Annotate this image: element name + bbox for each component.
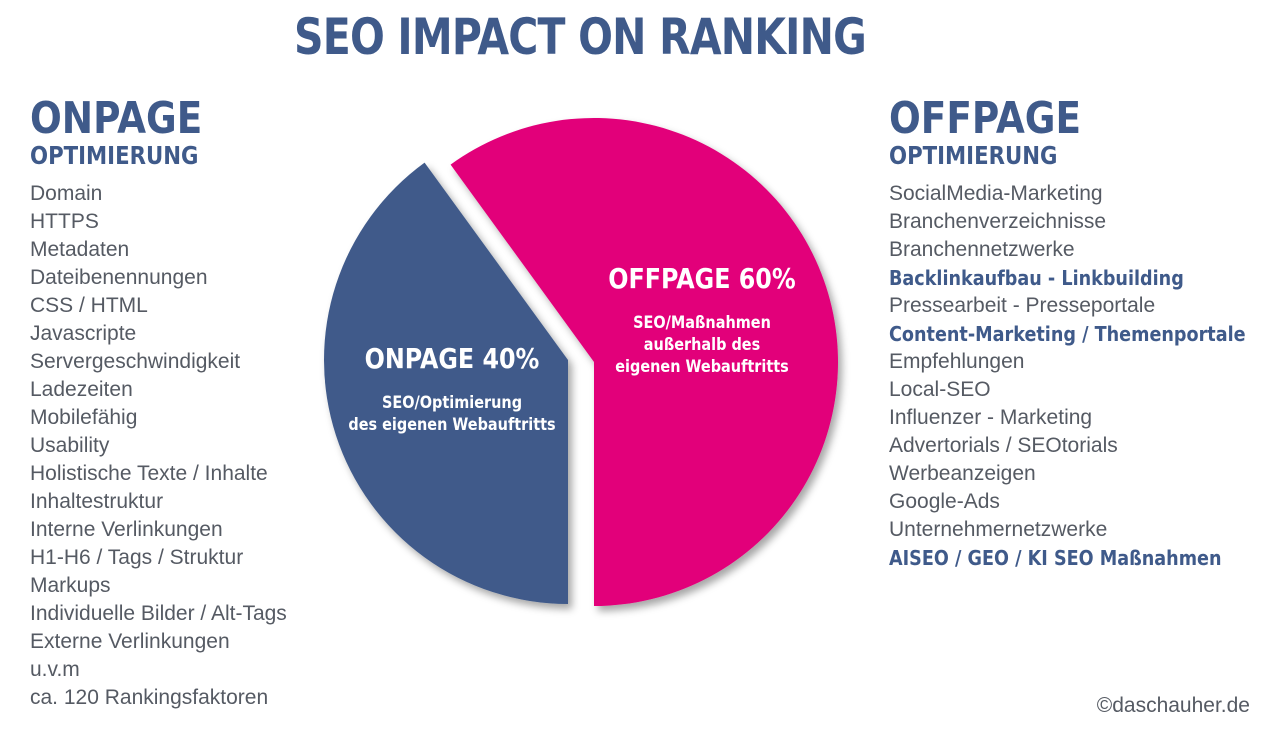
list-item: Domain: [30, 182, 103, 205]
list-item: Interne Verlinkungen: [30, 518, 223, 541]
list-item: Ladezeiten: [30, 378, 133, 401]
list-item: Servergeschwindigkeit: [30, 350, 241, 373]
list-item: Javascripte: [30, 322, 137, 345]
list-item: Branchenverzeichnisse: [889, 210, 1107, 233]
list-item: SocialMedia-Marketing: [889, 182, 1103, 205]
slice-label: ONPAGE 40%: [365, 343, 540, 375]
list-item: Advertorials / SEOtorials: [889, 434, 1118, 457]
list-item: Dateibenennungen: [30, 266, 208, 289]
list-item: Individuelle Bilder / Alt-Tags: [30, 602, 287, 625]
list-item: u.v.m: [30, 658, 80, 681]
slice-description: SEO/Maßnahmen: [633, 312, 771, 332]
list-item: Holistische Texte / Inhalte: [30, 462, 268, 485]
list-item: CSS / HTML: [30, 294, 148, 317]
list-item: Mobilefähig: [30, 406, 138, 429]
onpage-column: ONPAGE OPTIMIERUNG Domain HTTPS Metadaten D…: [30, 96, 287, 712]
onpage-subheading: OPTIMIERUNG: [30, 141, 199, 170]
list-item: Google-Ads: [889, 490, 1000, 513]
slice-description: des eigenen Webauftritts: [348, 414, 555, 434]
list-item: Werbeanzeigen: [889, 462, 1036, 485]
list-item: Inhaltestruktur: [30, 490, 164, 513]
list-item: Influenzer - Marketing: [889, 406, 1093, 429]
slice-description: eigenen Webauftritts: [615, 356, 788, 376]
list-item: HTTPS: [30, 210, 99, 233]
slice-description: außerhalb des: [644, 334, 760, 354]
list-item: Local-SEO: [889, 378, 991, 401]
offpage-column: OFFPAGE OPTIMIERUNG SocialMedia-Marketin…: [889, 96, 1262, 572]
list-item: Branchennetzwerke: [889, 238, 1075, 261]
onpage-heading: ONPAGE: [30, 93, 203, 144]
offpage-subheading: OPTIMIERUNG: [889, 141, 1058, 170]
list-item: Unternehmernetzwerke: [889, 518, 1108, 541]
offpage-list: SocialMedia-Marketing Branchenverzeichnis…: [889, 180, 1262, 572]
list-item: Usability: [30, 434, 110, 457]
onpage-list: Domain HTTPS Metadaten Dateibenennungen CSS …: [30, 180, 287, 712]
list-item: ca. 120 Rankingsfaktoren: [30, 686, 269, 709]
list-item: Externe Verlinkungen: [30, 630, 230, 653]
list-item: AISEO / GEO / KI SEO Maßnahmen: [889, 546, 1222, 570]
page-title: SEO IMPACT ON RANKING: [294, 8, 867, 66]
slice-description: SEO/Optimierung: [382, 392, 522, 412]
list-item: Markups: [30, 574, 111, 597]
list-item: Empfehlungen: [889, 350, 1025, 373]
copyright: ©daschauher.de: [1096, 694, 1250, 717]
pie-slice-onpage: [324, 162, 568, 604]
list-item: Content-Marketing / Themenportale: [889, 322, 1246, 346]
slice-label: OFFPAGE 60%: [608, 263, 795, 295]
pie-slice-offpage: [450, 117, 838, 606]
list-item: H1-H6 / Tags / Struktur: [30, 546, 244, 569]
list-item: Metadaten: [30, 238, 130, 261]
list-item: Pressearbeit - Presseportale: [889, 294, 1156, 317]
offpage-heading: OFFPAGE: [889, 93, 1082, 144]
list-item: Backlinkaufbau - Linkbuilding: [889, 266, 1184, 290]
